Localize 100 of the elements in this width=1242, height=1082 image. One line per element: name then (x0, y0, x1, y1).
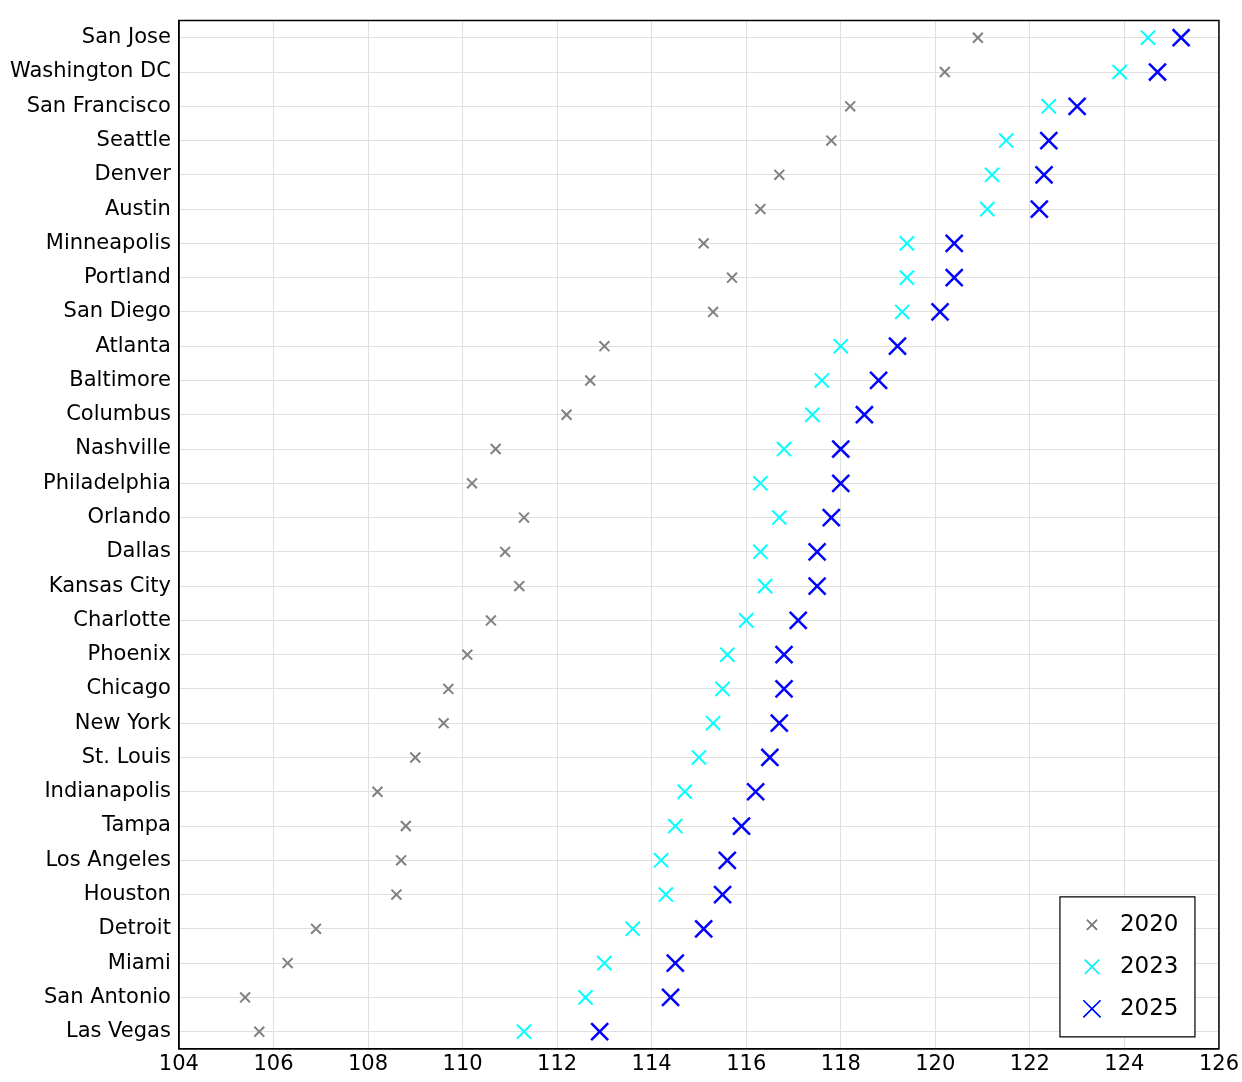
y-tick-label: San Jose (81, 24, 171, 49)
point (690, 749, 708, 766)
y-tick-label: Baltimore (69, 366, 171, 391)
point (979, 201, 996, 218)
x-tick-label: 124 (1104, 1050, 1145, 1075)
point (944, 233, 964, 254)
point (577, 989, 594, 1006)
point (693, 919, 714, 939)
y-tick-label: Minneapolis (45, 229, 171, 254)
x-tick-label: 118 (820, 1050, 861, 1075)
point (983, 166, 1001, 183)
y-tick-label: Los Angeles (45, 846, 171, 871)
point (731, 816, 752, 836)
point (624, 920, 641, 937)
legend-label: 2025 (1119, 993, 1179, 1020)
point (1029, 199, 1050, 219)
point (707, 305, 720, 318)
point (660, 987, 681, 1008)
x-tick-label: 122 (1009, 1050, 1050, 1075)
point (712, 884, 733, 905)
legend-label: 2020 (1119, 909, 1179, 936)
y-tick-label: Nashville (75, 435, 171, 460)
point (821, 507, 842, 528)
y-tick-label: Portland (83, 264, 171, 289)
point (598, 340, 611, 353)
y-tick-label: Phoenix (87, 641, 171, 666)
point (515, 1023, 533, 1040)
point (395, 854, 408, 867)
x-tick-label: 114 (631, 1050, 672, 1075)
point (894, 303, 911, 320)
y-tick-label: Seattle (96, 127, 171, 152)
y-tick-label: Miami (107, 949, 171, 974)
point (253, 1025, 266, 1038)
point (831, 439, 851, 459)
x-tick-label: 104 (158, 1050, 199, 1075)
point (461, 648, 474, 661)
point (409, 751, 422, 764)
y-tick-label: Houston (83, 881, 171, 906)
point (813, 372, 830, 389)
point (745, 782, 766, 802)
legend-label: 2023 (1119, 951, 1179, 978)
point (788, 610, 808, 631)
point (466, 477, 478, 490)
y-tick-label: Columbus (66, 401, 171, 426)
point (726, 271, 738, 284)
y-tick-label: San Francisco (26, 92, 171, 117)
point (754, 203, 767, 216)
point (971, 31, 984, 44)
point (589, 1021, 610, 1042)
point (719, 646, 736, 663)
point (484, 614, 497, 627)
point (676, 783, 693, 800)
point (930, 302, 950, 322)
point (738, 612, 755, 629)
x-tick-label: 116 (726, 1050, 767, 1075)
y-tick-label: New York (74, 709, 172, 734)
point (831, 473, 851, 494)
y-tick-label: Kansas City (48, 572, 171, 597)
point (560, 408, 573, 421)
point (774, 644, 794, 665)
point (1171, 28, 1191, 48)
point (898, 269, 916, 286)
point (807, 576, 827, 596)
point (442, 682, 455, 695)
point (665, 953, 686, 973)
point (499, 545, 512, 558)
point (832, 338, 849, 355)
y-tick-label: Washington DC (9, 58, 171, 83)
point (854, 405, 875, 425)
point (773, 168, 786, 181)
point (1147, 62, 1168, 82)
y-tick-label: Dallas (106, 538, 171, 563)
y-tick-label: Charlotte (73, 606, 171, 631)
x-tick-label: 126 (1198, 1050, 1240, 1075)
point (898, 235, 916, 252)
point (697, 237, 710, 250)
point (774, 679, 794, 699)
x-tick-label: 112 (537, 1050, 578, 1075)
point (667, 817, 684, 835)
point (489, 443, 502, 455)
point (281, 957, 294, 970)
point (371, 785, 384, 798)
point (1040, 98, 1057, 115)
point (760, 747, 780, 768)
point (775, 440, 793, 458)
point (752, 475, 769, 492)
x-tick-label: 110 (442, 1050, 483, 1075)
point (513, 580, 526, 593)
point (1067, 96, 1087, 117)
y-tick-label: St. Louis (81, 743, 171, 768)
point (657, 886, 674, 903)
point (390, 888, 403, 901)
x-tick-label: 108 (347, 1050, 389, 1075)
point (771, 509, 788, 526)
point (938, 66, 951, 78)
point (752, 543, 769, 560)
point (868, 370, 889, 391)
point (310, 922, 322, 935)
y-tick-label: Atlanta (95, 332, 171, 357)
y-tick-label: San Antonio (43, 983, 171, 1008)
